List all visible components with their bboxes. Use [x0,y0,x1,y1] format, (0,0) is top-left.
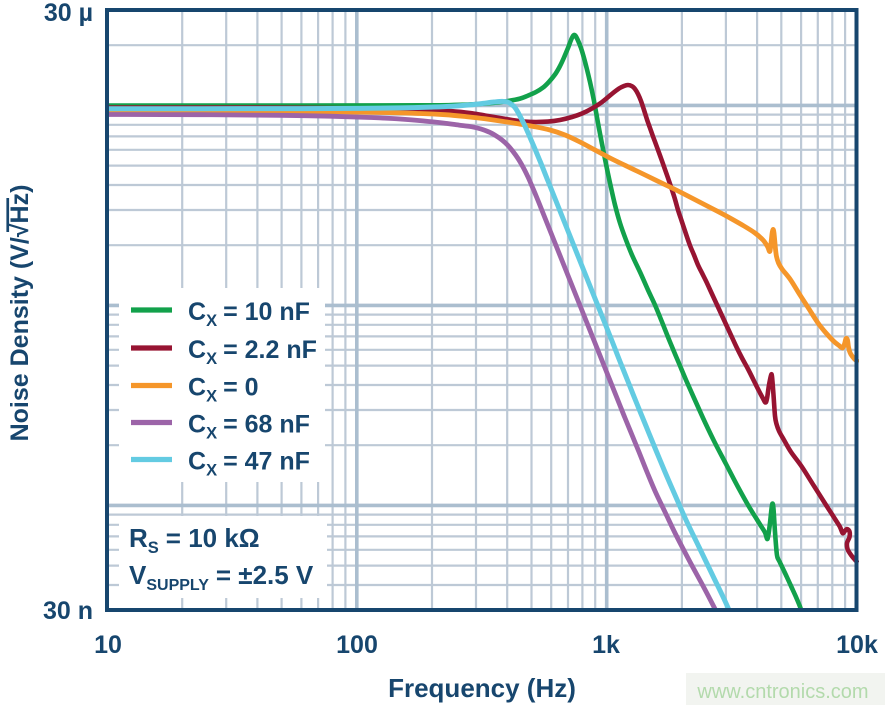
svg-text:100: 100 [336,631,378,659]
svg-text:30 µ: 30 µ [44,0,93,27]
svg-text:CX= 10 nF: CX = 10 nF [188,298,310,330]
svg-text:10: 10 [94,631,122,659]
svg-text:30 n: 30 n [43,597,93,625]
svg-text:1k: 1k [592,631,620,659]
svg-text:CX= 2.2 nF: CX = 2.2 nF [188,336,317,368]
svg-text:www.cntronics.com: www.cntronics.com [696,681,868,703]
svg-text:Frequency (Hz): Frequency (Hz) [388,673,576,703]
svg-text:CX= 0: CX = 0 [188,374,259,406]
svg-text:Noise Density (V/√Hz): Noise Density (V/√Hz) [6,185,34,442]
svg-text:10k: 10k [836,631,878,659]
svg-text:CX= 47 nF: CX = 47 nF [188,448,310,480]
